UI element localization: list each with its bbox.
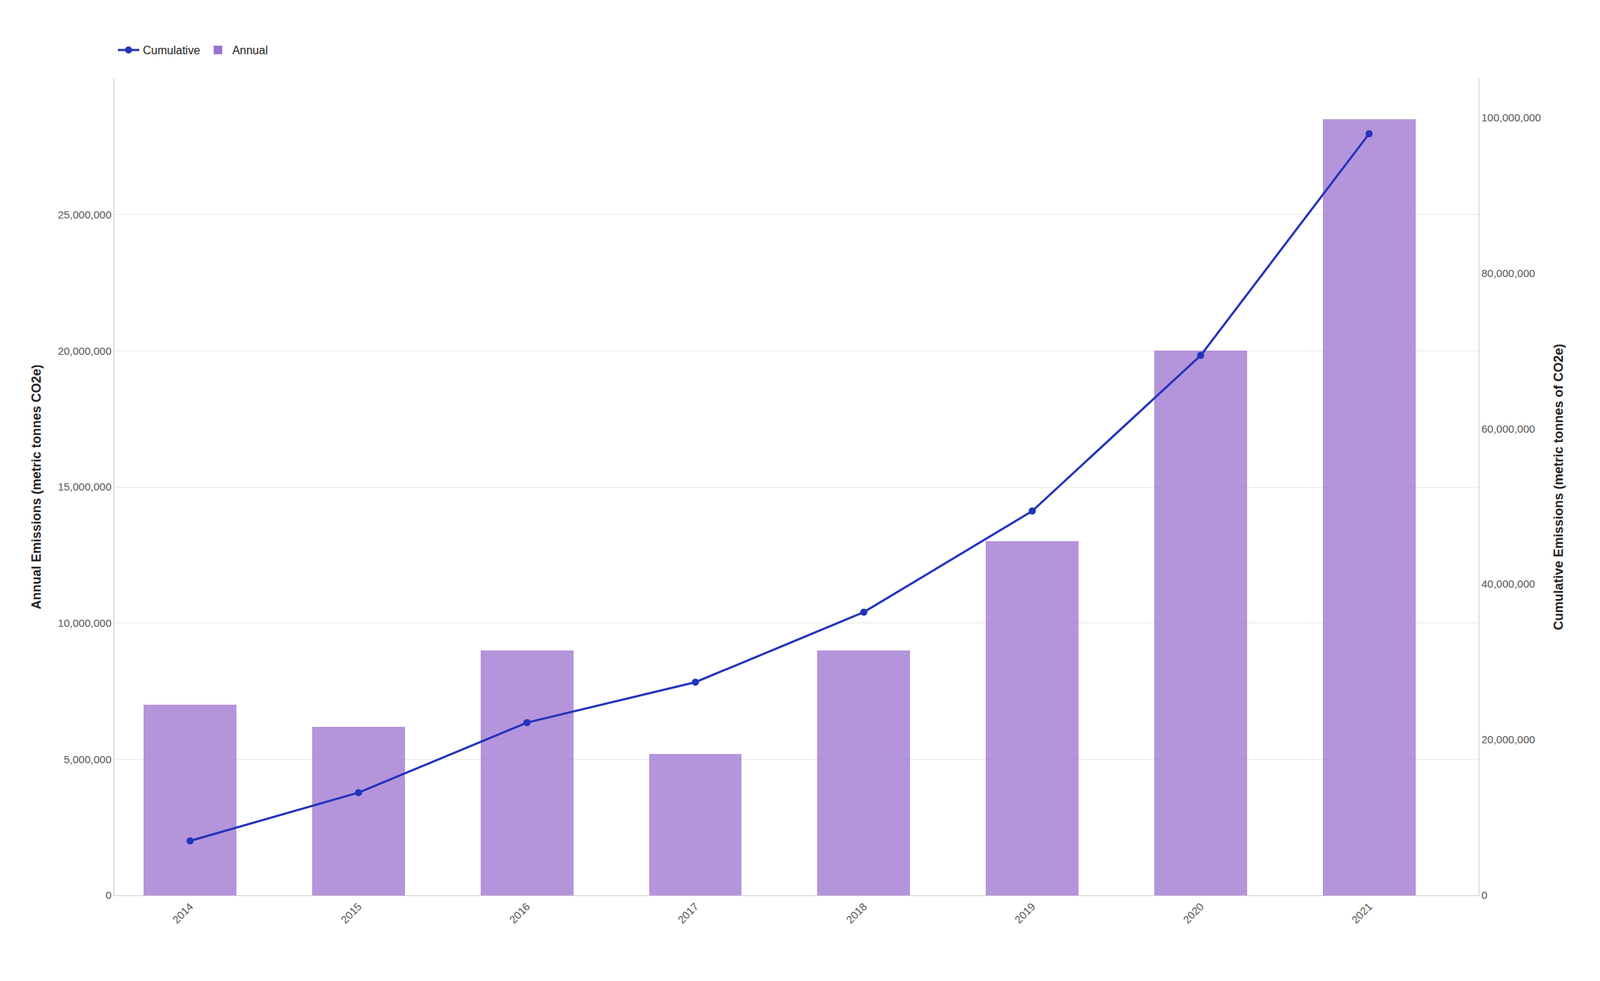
svg-text:2019: 2019 [1012, 900, 1038, 927]
svg-text:2016: 2016 [507, 900, 533, 927]
svg-text:2018: 2018 [843, 900, 870, 927]
svg-text:0: 0 [1481, 889, 1488, 902]
svg-text:0: 0 [105, 889, 112, 902]
svg-text:Cumulative Emissions (metric t: Cumulative Emissions (metric tonnes of C… [1551, 343, 1566, 630]
svg-text:2020: 2020 [1180, 900, 1207, 927]
svg-text:20,000,000: 20,000,000 [57, 345, 112, 358]
svg-text:Annual: Annual [232, 44, 268, 57]
svg-text:20,000,000: 20,000,000 [1481, 733, 1535, 746]
svg-text:2015: 2015 [338, 900, 365, 927]
svg-text:80,000,000: 80,000,000 [1481, 267, 1535, 280]
svg-text:2021: 2021 [1349, 900, 1375, 927]
svg-text:2017: 2017 [675, 900, 701, 927]
svg-text:Annual Emissions (metric tonne: Annual Emissions (metric tonnes CO2e) [29, 364, 44, 610]
svg-text:5,000,000: 5,000,000 [63, 753, 112, 766]
svg-text:2014: 2014 [170, 900, 196, 927]
svg-text:100,000,000: 100,000,000 [1481, 111, 1541, 124]
svg-text:60,000,000: 60,000,000 [1481, 422, 1535, 435]
svg-text:25,000,000: 25,000,000 [57, 208, 112, 221]
svg-text:Cumulative: Cumulative [142, 44, 200, 57]
svg-text:15,000,000: 15,000,000 [57, 480, 112, 493]
svg-text:10,000,000: 10,000,000 [57, 617, 112, 630]
svg-text:40,000,000: 40,000,000 [1481, 577, 1535, 590]
